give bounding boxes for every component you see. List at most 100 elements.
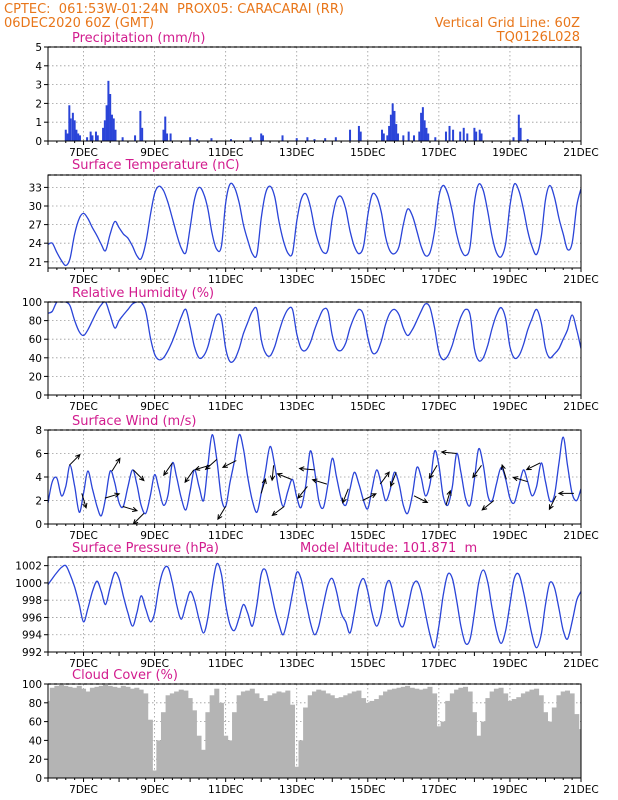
humidity-xtick-label: 17DEC xyxy=(421,401,456,413)
temperature-panel: 21 24 27 30 33 7DEC 9DEC 11DEC 13DEC 15DEC 17DEC 19… xyxy=(29,174,599,286)
wind-xtick-label: 13DEC xyxy=(279,530,314,542)
precip-bar xyxy=(295,138,298,141)
wind-arrow xyxy=(184,469,195,484)
humidity-panel: 0 20 40 60 80 100 7DEC 9DEC 11DEC 13DEC 15DEC 17DEC… xyxy=(22,297,599,413)
precip-bar xyxy=(359,131,362,141)
temperature-xtick-label: 7DEC xyxy=(69,274,98,286)
cloud-bar xyxy=(58,684,65,778)
precipitation-xtick-label: 9DEC xyxy=(140,147,169,159)
precipitation-ytick-label: 1 xyxy=(35,117,42,129)
cloud-bar xyxy=(72,687,78,778)
precip-bar xyxy=(121,137,124,141)
wind-arrow xyxy=(472,465,482,479)
precip-bar xyxy=(164,116,167,141)
cloud-bar xyxy=(232,712,238,778)
precip-bar xyxy=(421,107,424,141)
cloud-bar xyxy=(178,689,184,778)
cloud-bar xyxy=(134,687,140,778)
pressure-ytick-label: 992 xyxy=(22,647,42,659)
cloud-bar xyxy=(116,687,122,778)
cloud-bar xyxy=(489,691,495,778)
precip-bar xyxy=(397,133,400,141)
cloud-bar xyxy=(329,695,335,778)
cloud-bar xyxy=(361,698,367,778)
temperature-ytick-label: 21 xyxy=(29,257,42,269)
cloud-bar xyxy=(218,702,224,778)
cloud-bar xyxy=(214,688,220,778)
cloud-bar xyxy=(534,688,540,778)
cloud-bar xyxy=(48,700,51,778)
precip-bar xyxy=(393,110,396,141)
cloud-cover-panel: 0 20 40 60 80 100 7DEC 9DEC 11DEC 13DEC 15DEC 17DEC… xyxy=(22,679,599,796)
cloud-bar xyxy=(507,700,513,778)
precip-bar xyxy=(418,131,421,141)
wind-xtick-label: 17DEC xyxy=(421,530,456,542)
cloud-bar xyxy=(516,697,522,778)
wind-arrow xyxy=(260,478,267,494)
cloud-bar xyxy=(169,693,175,778)
wind-series-line xyxy=(48,433,581,517)
humidity-frame xyxy=(47,301,582,396)
cloud-cover-xtick-label: 15DEC xyxy=(350,784,385,796)
precip-bar xyxy=(210,138,213,141)
cloud-bar xyxy=(405,685,411,778)
precip-bar xyxy=(94,131,97,141)
cloud-bar xyxy=(258,698,264,778)
cloud-bar xyxy=(449,693,455,778)
precip-bar xyxy=(478,129,481,141)
precip-bar xyxy=(425,127,428,141)
cloud-bar xyxy=(298,740,304,778)
precipitation-title: Precipitation (mm/h) xyxy=(72,31,205,46)
cloud-bar xyxy=(378,695,384,778)
precip-bar xyxy=(107,80,110,141)
humidity-ytick-label: 60 xyxy=(29,334,42,346)
wind-xtick-label: 21DEC xyxy=(563,530,598,542)
cloud-bar xyxy=(209,695,215,778)
cloud-bar xyxy=(343,695,349,778)
cloud-bar xyxy=(525,691,531,778)
cloud-cover-xtick-label: 21DEC xyxy=(563,784,598,796)
pressure-xtick-label: 11DEC xyxy=(208,658,243,670)
precip-bar xyxy=(382,133,385,141)
precip-bar xyxy=(402,135,405,141)
cloud-bar xyxy=(205,712,211,778)
cloud-bar xyxy=(454,689,460,778)
humidity-ytick-label: 40 xyxy=(29,353,42,365)
precip-bar xyxy=(281,135,284,141)
cloud-bar xyxy=(307,695,313,778)
precip-bar xyxy=(420,112,423,141)
precip-bar xyxy=(114,129,117,141)
cloud-bar xyxy=(85,691,91,778)
precipitation-ytick-label: 4 xyxy=(35,61,42,73)
precipitation-panel: 0 1 2 3 4 5 7DEC 9DEC 11DEC 13DEC 15DEC 17DEC 19DEC 2… xyxy=(35,42,598,159)
precip-bar xyxy=(68,105,71,141)
cloud-bar xyxy=(67,686,73,778)
humidity-xtick-label: 19DEC xyxy=(492,401,527,413)
wind-arrow xyxy=(440,449,457,456)
cloud-bar xyxy=(311,691,318,778)
cloud-bar xyxy=(236,695,242,778)
precip-bar xyxy=(459,131,462,141)
pressure-xtick-label: 9DEC xyxy=(140,658,169,670)
wind-arrow xyxy=(217,506,227,521)
cloud-bar xyxy=(338,697,344,778)
precip-bar xyxy=(86,137,89,141)
precip-bar xyxy=(102,127,105,141)
temperature-ytick-label: 30 xyxy=(29,201,42,213)
cloud-bar xyxy=(493,688,499,778)
precip-bar xyxy=(324,138,327,141)
cloud-bar xyxy=(396,687,402,778)
cloud-bar xyxy=(391,688,397,778)
precip-bar xyxy=(434,137,437,141)
temperature-xtick-label: 19DEC xyxy=(492,274,527,286)
humidity-ytick-label: 0 xyxy=(35,390,42,402)
cloud-bar xyxy=(107,685,113,778)
cloud-bar xyxy=(54,685,60,778)
precip-bar xyxy=(423,120,426,141)
cloud-cover-ytick-label: 60 xyxy=(29,717,42,729)
cloud-bar xyxy=(303,707,309,778)
cloud-bar xyxy=(276,691,282,778)
cloud-bar xyxy=(556,695,562,778)
precip-bar xyxy=(313,139,316,141)
cloud-bar xyxy=(49,687,55,778)
